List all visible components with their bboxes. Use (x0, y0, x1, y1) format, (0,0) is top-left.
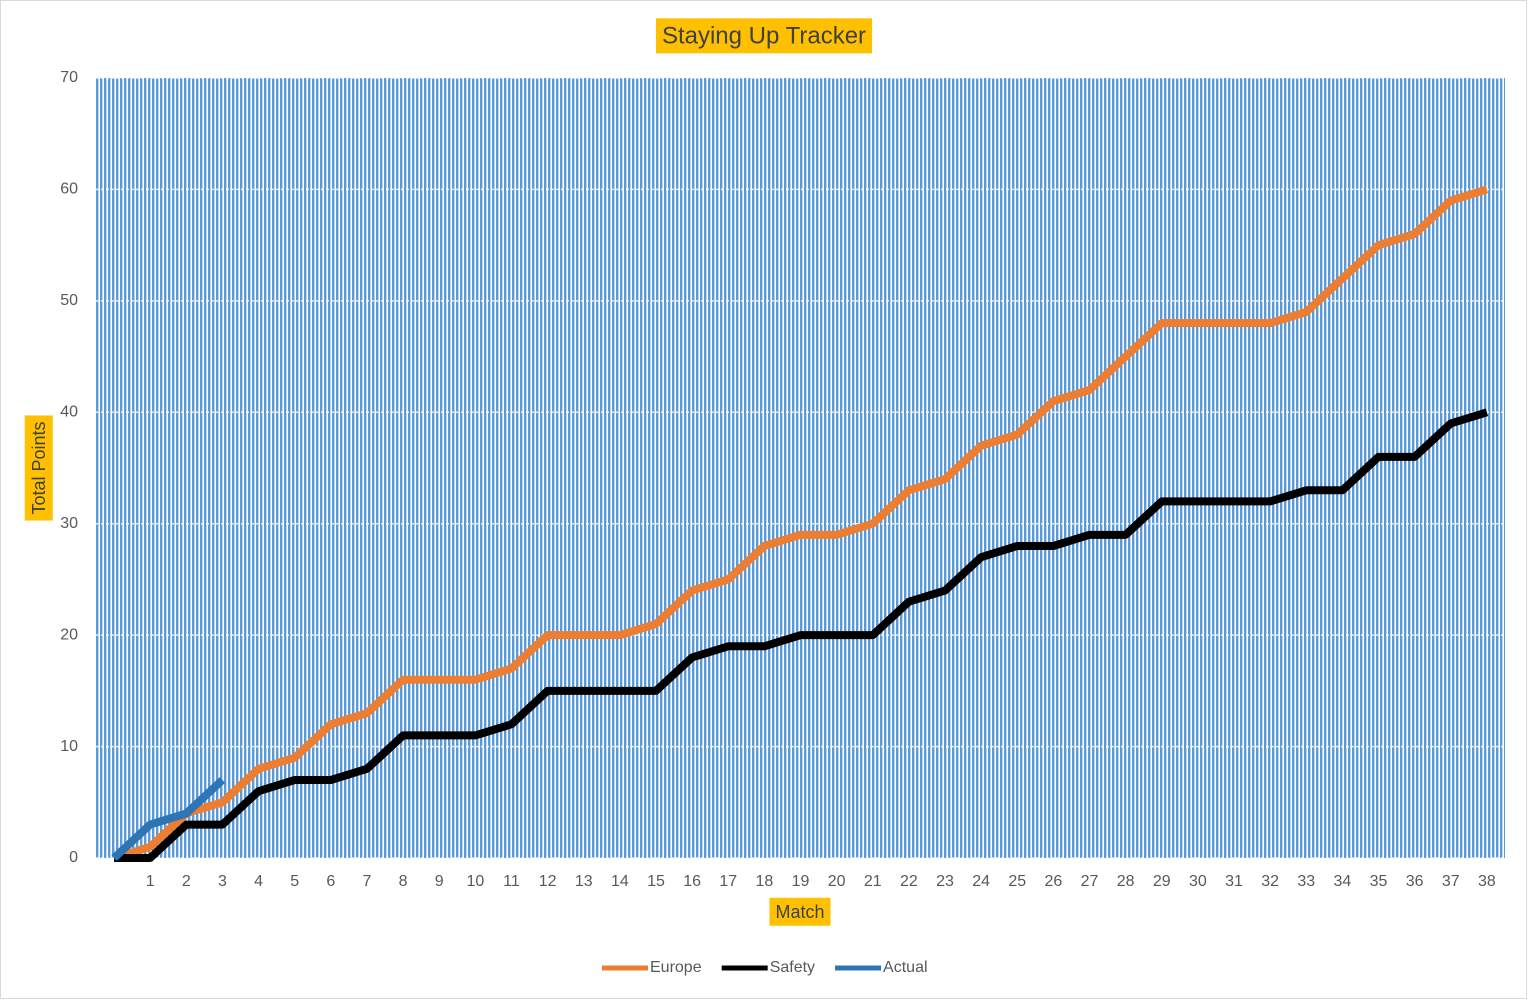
y-axis-label-group: Total Points (24, 415, 53, 521)
x-tick-label: 13 (575, 873, 593, 890)
y-tick-label: 20 (60, 626, 78, 643)
x-tick-label: 14 (611, 873, 629, 890)
x-tick-label: 33 (1297, 873, 1315, 890)
y-tick-label: 0 (69, 849, 78, 866)
x-tick-label: 17 (719, 873, 737, 890)
x-tick-label: 38 (1478, 873, 1496, 890)
x-tick-label: 15 (647, 873, 665, 890)
x-tick-label: 36 (1406, 873, 1424, 890)
y-tick-label: 60 (60, 181, 78, 198)
legend-label: Safety (770, 959, 815, 976)
x-tick-label: 24 (972, 873, 990, 890)
x-tick-label: 37 (1442, 873, 1460, 890)
x-tick-label: 6 (326, 873, 335, 890)
x-tick-label: 21 (864, 873, 882, 890)
x-tick-label: 20 (828, 873, 846, 890)
x-tick-label: 18 (755, 873, 773, 890)
x-tick-label: 12 (539, 873, 557, 890)
legend-label: Europe (650, 959, 702, 976)
x-tick-label: 31 (1225, 873, 1243, 890)
x-tick-label: 35 (1370, 873, 1388, 890)
y-tick-label: 40 (60, 404, 78, 421)
x-tick-label: 28 (1117, 873, 1135, 890)
label-box (655, 18, 873, 54)
y-tick-label: 50 (60, 292, 78, 309)
x-tick-label: 30 (1189, 873, 1207, 890)
x-tick-label: 5 (290, 873, 299, 890)
x-tick-label: 2 (182, 873, 191, 890)
x-tick-label: 3 (218, 873, 227, 890)
x-tick-label: 4 (254, 873, 263, 890)
x-tick-label: 7 (363, 873, 372, 890)
chart-title: Staying Up Tracker (662, 22, 866, 49)
label-box (24, 415, 53, 521)
y-tick-label: 70 (60, 69, 78, 86)
x-tick-label: 29 (1153, 873, 1171, 890)
x-tick-label: 1 (146, 873, 155, 890)
legend-label: Actual (883, 959, 927, 976)
label-box (769, 897, 831, 926)
x-tick-label: 10 (466, 873, 484, 890)
x-tick-label: 11 (503, 873, 520, 890)
x-axis-label: Match (775, 902, 824, 922)
x-tick-label: 25 (1008, 873, 1026, 890)
x-tick-label: 9 (435, 873, 444, 890)
x-tick-label: 16 (683, 873, 701, 890)
x-tick-label: 26 (1044, 873, 1062, 890)
x-tick-label: 8 (399, 873, 408, 890)
y-tick-label: 30 (60, 515, 78, 532)
x-tick-label: 19 (792, 873, 810, 890)
x-tick-label: 23 (936, 873, 954, 890)
series-line (112, 185, 1489, 862)
y-axis-label: Total Points (29, 421, 49, 514)
y-tick-label: 10 (60, 738, 78, 755)
x-tick-label: 27 (1081, 873, 1099, 890)
series-line (111, 777, 226, 861)
x-tick-label: 32 (1261, 873, 1279, 890)
x-tick-label: 34 (1334, 873, 1352, 890)
series-line (114, 408, 1489, 862)
x-tick-label: 22 (900, 873, 918, 890)
